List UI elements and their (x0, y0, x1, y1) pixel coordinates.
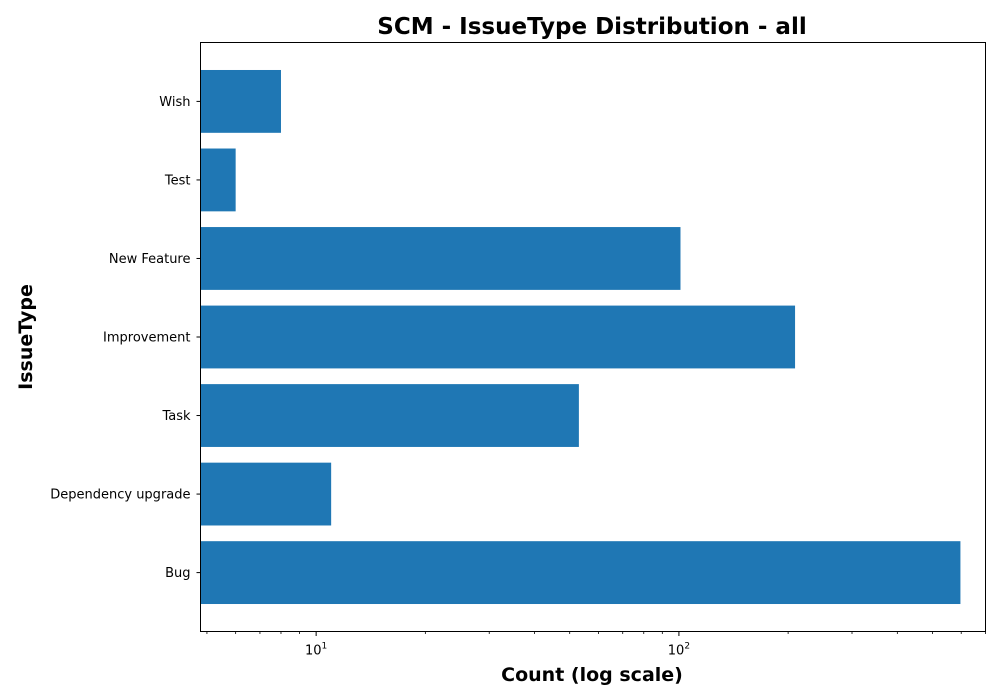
bar-dependency-upgrade (200, 462, 332, 526)
x-axis-label: Count (log scale) (501, 664, 683, 686)
y-axis-label: IssueType (15, 284, 37, 390)
bar-wish (200, 69, 281, 133)
y-tick-label-wish: Wish (159, 95, 190, 110)
bar-task (200, 384, 579, 447)
y-tick-label-task: Task (161, 409, 191, 424)
plot-frame (200, 42, 986, 632)
y-tick-label-improvement: Improvement (103, 331, 190, 346)
y-axis-ticks: Bug Dependency upgrade Task Improvement New … (50, 95, 201, 581)
y-tick-label-test: Test (164, 173, 191, 188)
y-tick-label-dependency-upgrade: Dependency upgrade (50, 488, 190, 503)
bar-new-feature (200, 227, 681, 290)
x-tick-label: 101 (305, 642, 327, 659)
bar-test (200, 148, 236, 212)
bars-layer (200, 69, 961, 605)
y-tick-label-new-feature: New Feature (109, 252, 191, 267)
y-tick-label-bug: Bug (165, 566, 190, 581)
chart-title: SCM - IssueType Distribution - all (377, 14, 806, 40)
bar-bug (200, 541, 961, 605)
bar-improvement (200, 305, 796, 369)
x-tick-label: 102 (668, 642, 690, 659)
x-axis-ticks: 101 102 (206, 631, 986, 659)
